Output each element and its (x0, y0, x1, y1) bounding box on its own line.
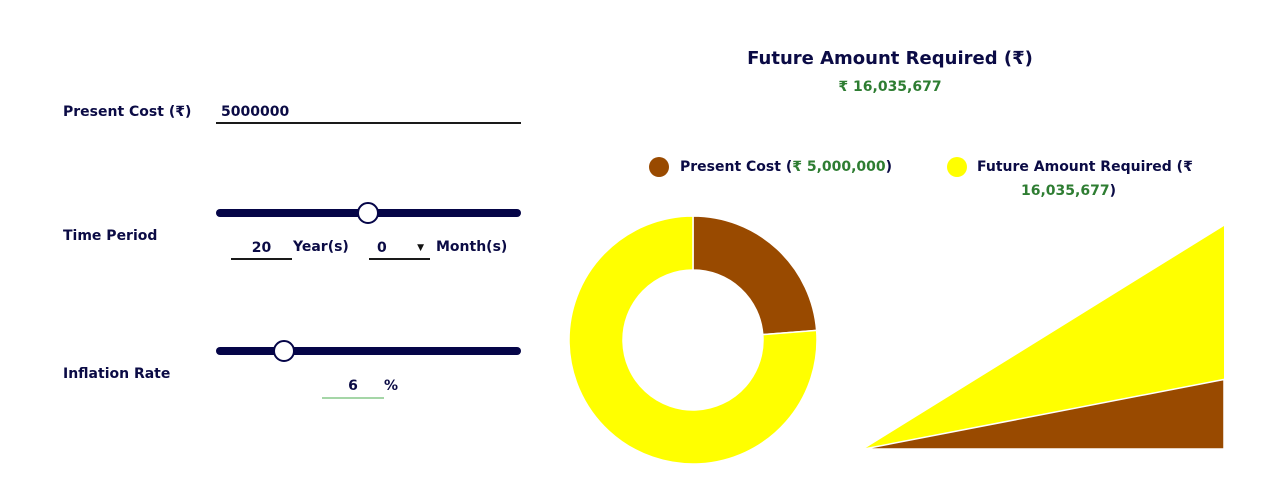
years-input[interactable]: 20 (231, 238, 292, 260)
present-cost-input[interactable]: 5000000 (216, 102, 521, 124)
legend-future-amount[interactable]: Future Amount Required (₹ (977, 155, 1193, 179)
months-select-value: 0 (377, 240, 387, 256)
chevron-down-icon: ▼ (417, 243, 424, 253)
legend-present-cost-value: ₹ 5,000,000 (792, 159, 886, 175)
future-amount-value: ₹ 16,035,677 (838, 79, 942, 95)
legend-dot-future-amount (947, 157, 967, 177)
result-title: Future Amount Required (₹) (747, 48, 1033, 69)
legend-future-amount-line2: 16,035,677) (1021, 179, 1116, 203)
area-future-amount[interactable] (864, 226, 1224, 449)
legend-present-cost-prefix: Present Cost ( (680, 159, 793, 175)
inflation-rate-input[interactable]: 6 (322, 375, 384, 399)
donut-slice-future-amount[interactable] (568, 215, 818, 465)
legend-dot-present-cost (649, 157, 669, 177)
legend-future-amount-value: 16,035,677 (1021, 183, 1110, 199)
time-period-label: Time Period (63, 228, 158, 244)
legend-present-cost[interactable]: Present Cost (₹ 5,000,000) (680, 155, 892, 179)
inflation-rate-slider[interactable] (216, 347, 521, 355)
area-present-cost[interactable] (863, 378, 1225, 450)
months-unit-label: Month(s) (436, 239, 508, 255)
legend-future-amount-prefix: Future Amount Required (₹ (977, 159, 1193, 175)
present-cost-label: Present Cost (₹) (63, 104, 192, 120)
time-period-slider-thumb[interactable] (357, 202, 379, 224)
legend-future-amount-suffix: ) (1109, 183, 1116, 199)
inflation-rate-label: Inflation Rate (63, 366, 171, 382)
years-unit-label: Year(s) (293, 239, 349, 255)
legend-present-cost-suffix: ) (885, 159, 893, 175)
months-select[interactable]: 0 ▼ (369, 238, 430, 260)
percent-unit-label: % (384, 378, 399, 394)
inflation-rate-slider-thumb[interactable] (273, 340, 295, 362)
donut-slice-present-cost[interactable] (692, 215, 818, 336)
